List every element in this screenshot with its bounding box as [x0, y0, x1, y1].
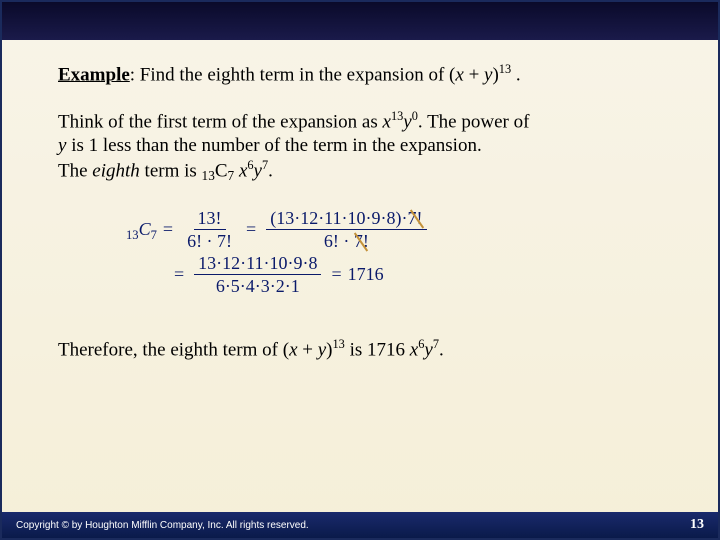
concl-y: y: [318, 339, 326, 360]
eq-1: =: [163, 218, 173, 241]
think-line3-end: .: [268, 160, 273, 181]
concl-x: x: [289, 339, 297, 360]
math-row-2: = 13·12·11·10·9·8 6·5·4·3·2·1 = 1716: [126, 254, 662, 295]
coef-r: 7: [228, 168, 235, 183]
example-exp: 13: [499, 62, 511, 76]
eq-3: =: [174, 263, 184, 286]
concl-ty: y: [424, 339, 432, 360]
math-lhs-c: C: [139, 219, 151, 239]
example-prompt-prefix: : Find the eighth term in the expansion …: [130, 64, 456, 85]
eq-4: =: [331, 263, 341, 286]
example-label: Example: [58, 64, 130, 85]
concl-end: .: [439, 339, 444, 360]
example-heading: Example: Find the eighth term in the exp…: [58, 62, 662, 87]
math-row-1: 13C7 = 13! 6! · 7! = (13·12·11·10·9·8)·7…: [126, 209, 662, 250]
frac-1-den: 6! · 7!: [183, 230, 236, 250]
think-line1-b: . The power of: [418, 111, 530, 132]
frac-3: 13·12·11·10·9·8 6·5·4·3·2·1: [194, 254, 321, 295]
frac-1: 13! 6! · 7!: [183, 209, 236, 250]
example-suffix: .: [511, 64, 521, 85]
math-derivation: 13C7 = 13! 6! · 7! = (13·12·11·10·9·8)·7…: [58, 197, 662, 317]
top-bar: [2, 2, 718, 40]
math-lhs-n: 13: [126, 228, 139, 242]
concl-exp: 13: [332, 337, 344, 351]
concl-plus: +: [298, 339, 318, 360]
frac-3-den: 6·5·4·3·2·1: [212, 275, 304, 295]
think-line1-x: x: [383, 111, 391, 132]
eq-2: =: [246, 218, 256, 241]
concl-a: Therefore, the eighth term of (: [58, 339, 289, 360]
strike-den: 7!: [354, 232, 369, 250]
content-area: Example: Find the eighth term in the exp…: [2, 40, 718, 362]
example-x: x: [455, 64, 463, 85]
slide: Example: Find the eighth term in the exp…: [0, 0, 720, 540]
frac-2-den: 6! · 7!: [320, 230, 373, 250]
frac-2: (13·12·11·10·9·8)·7! 6! · 7!: [266, 209, 426, 250]
think-line3-em: eighth: [92, 160, 140, 181]
footer-bar: Copyright © by Houghton Mifflin Company,…: [2, 512, 718, 538]
think-line3-a: The: [58, 160, 92, 181]
coef-n: 13: [202, 168, 215, 183]
think-line1-xexp: 13: [391, 109, 403, 123]
think-line1-y: y: [403, 111, 411, 132]
frac-3-num: 13·12·11·10·9·8: [194, 254, 321, 275]
coef-c: C: [215, 160, 228, 181]
example-plus: +: [464, 64, 484, 85]
strike-num: 7!: [408, 209, 423, 227]
copyright-text: Copyright © by Houghton Mifflin Company,…: [16, 520, 309, 531]
math-result: 1716: [348, 263, 384, 286]
frac-2-num: (13·12·11·10·9·8)·7!: [266, 209, 426, 230]
think-line3-b: term is: [140, 160, 202, 181]
math-lhs-r: 7: [151, 228, 157, 242]
concl-tx: x: [410, 339, 418, 360]
frac-1-num: 13!: [194, 209, 226, 230]
think-line1-a: Think of the first term of the expansion…: [58, 111, 383, 132]
page-number: 13: [690, 517, 704, 533]
concl-b: is 1716: [345, 339, 410, 360]
think-line3-y: y: [254, 160, 262, 181]
conclusion: Therefore, the eighth term of (x + y)13 …: [58, 337, 662, 362]
think-line2-b: is 1 less than the number of the term in…: [66, 135, 481, 156]
reasoning-block: Think of the first term of the expansion…: [58, 109, 662, 183]
